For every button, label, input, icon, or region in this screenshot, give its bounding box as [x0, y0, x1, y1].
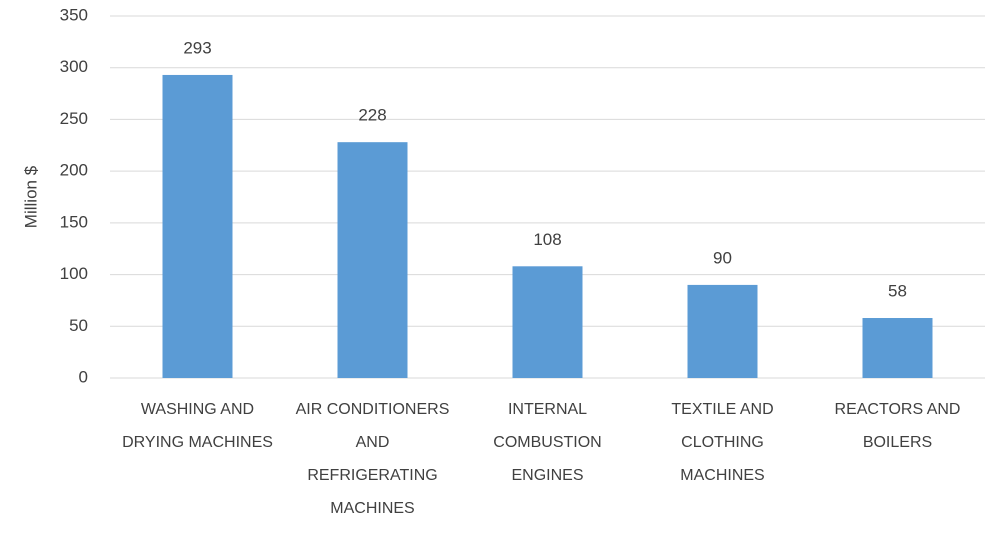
y-tick-label: 50 [69, 316, 88, 335]
data-label: 293 [183, 38, 211, 57]
data-label: 108 [533, 230, 561, 249]
y-axis-label: Million $ [21, 165, 40, 228]
data-label: 90 [713, 248, 732, 267]
y-tick-label: 100 [60, 264, 88, 283]
y-tick-label: 150 [60, 212, 88, 231]
y-tick-label: 0 [79, 367, 88, 386]
y-tick-label: 300 [60, 57, 88, 76]
y-tick-label: 350 [60, 5, 88, 24]
x-tick-label: TEXTILE AND CLOTHING MACHINES [671, 401, 774, 484]
x-tick-label: INTERNAL COMBUSTION ENGINES [493, 401, 602, 484]
x-tick-label: AIR CONDITIONERS AND REFRIGERATING MACHI… [295, 401, 450, 517]
data-label: 228 [358, 106, 386, 125]
y-tick-label: 250 [60, 109, 88, 128]
bar [162, 74, 233, 378]
bar [862, 318, 933, 378]
bar [687, 284, 758, 378]
x-tick-label: WASHING AND DRYING MACHINES [122, 401, 273, 451]
bar [337, 142, 408, 378]
x-tick-label: REACTORS AND BOILERS [834, 401, 961, 451]
y-tick-label: 200 [60, 161, 88, 180]
data-label: 58 [888, 281, 907, 300]
bar [512, 266, 583, 378]
